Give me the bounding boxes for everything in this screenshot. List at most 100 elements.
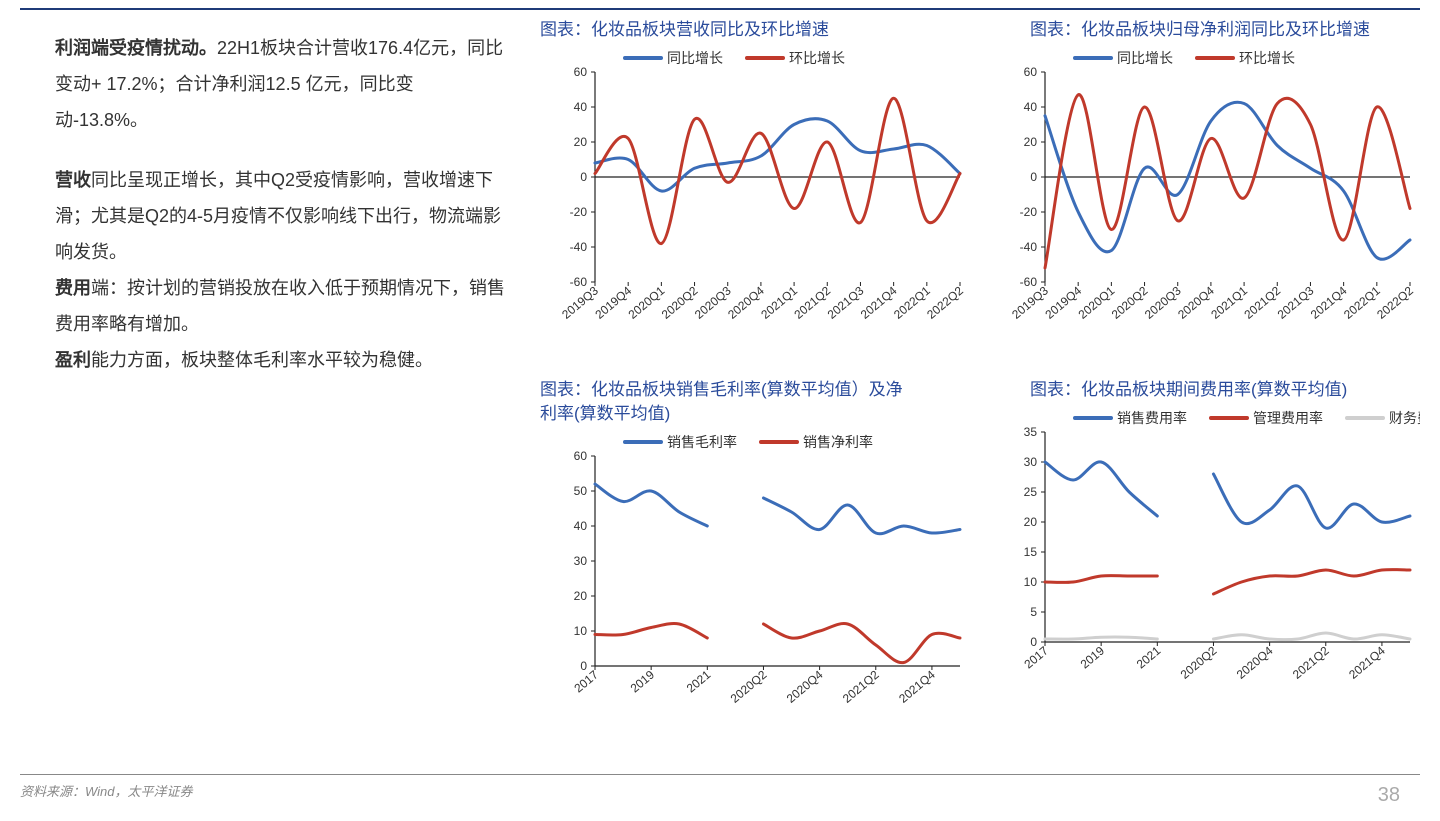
svg-text:2019Q4: 2019Q4 [1042,283,1084,321]
chart-revenue-growth: 图表：化妆品板块营收同比及环比增速 -60-40-2002040602019Q3… [540,18,970,378]
svg-text:2021Q4: 2021Q4 [1308,283,1350,321]
svg-text:30: 30 [574,554,588,568]
svg-text:财务费用率: 财务费用率 [1389,410,1420,426]
svg-text:2019Q4: 2019Q4 [592,283,634,321]
para-4-body: 能力方面，板块整体毛利率水平较为稳健。 [91,350,433,370]
svg-text:10: 10 [1024,575,1038,589]
svg-text:2020Q2: 2020Q2 [728,667,770,705]
para-3: 费用端：按计划的营销投放在收入低于预期情况下，销售费用率略有增加。 [55,270,505,342]
svg-text:管理费用率: 管理费用率 [1253,410,1323,426]
source-text: 资料来源：Wind，太平洋证券 [20,784,193,799]
para-4: 盈利能力方面，板块整体毛利率水平较为稳健。 [55,342,505,378]
para-1-bold: 利润端受疫情扰动。 [55,38,217,58]
svg-text:5: 5 [1030,605,1037,619]
svg-text:35: 35 [1024,425,1038,439]
svg-text:-60: -60 [570,275,588,289]
svg-text:2021Q2: 2021Q2 [1241,283,1283,321]
svg-text:20: 20 [574,589,588,603]
svg-text:环比增长: 环比增长 [1239,50,1295,66]
svg-text:60: 60 [574,449,588,463]
svg-text:40: 40 [1024,100,1038,114]
para-4-bold: 盈利 [55,350,91,370]
svg-text:0: 0 [1030,170,1037,184]
para-3-body: 端：按计划的营销投放在收入低于预期情况下，销售费用率略有增加。 [55,278,505,334]
svg-text:2019Q3: 2019Q3 [559,283,601,321]
svg-text:20: 20 [1024,515,1038,529]
chart-svg: -60-40-2002040602019Q32019Q42020Q12020Q2… [990,42,1420,342]
para-2: 营收同比呈现正增长，其中Q2受疫情影响，营收增速下滑；尤其是Q2的4-5月疫情不… [55,162,505,270]
svg-text:2020Q2: 2020Q2 [659,283,701,321]
svg-text:2017: 2017 [571,667,601,695]
svg-text:2021Q2: 2021Q2 [1290,643,1332,681]
footer: 资料来源：Wind，太平洋证券 [20,774,1420,801]
svg-text:2021Q2: 2021Q2 [791,283,833,321]
svg-text:2017: 2017 [1021,643,1051,671]
svg-text:40: 40 [574,100,588,114]
svg-text:60: 60 [1024,65,1038,79]
svg-text:2022Q2: 2022Q2 [1374,283,1416,321]
svg-text:2020Q2: 2020Q2 [1178,643,1220,681]
para-2-body: 同比呈现正增长，其中Q2受疫情影响，营收增速下滑；尤其是Q2的4-5月疫情不仅影… [55,170,501,262]
svg-text:2021Q2: 2021Q2 [840,667,882,705]
svg-text:销售净利率: 销售净利率 [803,434,873,450]
svg-text:2020Q4: 2020Q4 [784,667,826,705]
para-2-bold: 营收 [55,170,91,190]
svg-text:2020Q4: 2020Q4 [725,283,767,321]
svg-text:30: 30 [1024,455,1038,469]
charts-grid: 图表：化妆品板块营收同比及环比增速 -60-40-2002040602019Q3… [540,18,1420,748]
svg-text:环比增长: 环比增长 [789,50,845,66]
chart-title: 图表：化妆品板块销售毛利率(算数平均值）及净利率(算数平均值) [540,378,910,426]
svg-text:50: 50 [574,484,588,498]
svg-text:2022Q1: 2022Q1 [891,283,933,321]
svg-text:同比增长: 同比增长 [667,50,723,66]
svg-text:-40: -40 [1020,240,1038,254]
svg-text:2019: 2019 [628,667,658,695]
svg-text:销售费用率: 销售费用率 [1117,410,1187,426]
svg-text:-40: -40 [570,240,588,254]
svg-text:2020Q3: 2020Q3 [692,283,734,321]
svg-text:20: 20 [1024,135,1038,149]
chart-expense-ratio: 图表：化妆品板块期间费用率(算数平均值) 0 5 10 15 20 25 30 35 2017 2… [990,378,1420,748]
svg-text:2020Q4: 2020Q4 [1175,283,1217,321]
svg-text:销售毛利率: 销售毛利率 [667,434,737,450]
chart-margin: 图表：化妆品板块销售毛利率(算数平均值）及净利率(算数平均值) 0 10 20 30 4… [540,378,970,748]
chart-title: 图表：化妆品板块归母净利润同比及环比增速 [1030,18,1420,42]
page-number: 38 [1378,784,1400,807]
svg-text:0: 0 [580,659,587,673]
svg-text:-60: -60 [1020,275,1038,289]
chart-svg: 0 5 10 15 20 25 30 35 2017 2019 2021 2020Q2 2020Q4 20… [990,402,1420,702]
svg-text:同比增长: 同比增长 [1117,50,1173,66]
svg-text:0: 0 [1030,635,1037,649]
svg-text:2021Q1: 2021Q1 [1208,283,1250,321]
svg-text:2020Q1: 2020Q1 [626,283,668,321]
svg-text:40: 40 [574,519,588,533]
svg-text:2021Q3: 2021Q3 [825,283,867,321]
chart-profit-growth: 图表：化妆品板块归母净利润同比及环比增速 -60-40-200204060201… [990,18,1420,378]
svg-text:2021: 2021 [684,667,714,695]
svg-text:2020Q1: 2020Q1 [1076,283,1118,321]
spacer [55,138,505,162]
top-rule [20,8,1420,10]
svg-text:2021Q4: 2021Q4 [1346,643,1388,681]
svg-text:2020Q3: 2020Q3 [1142,283,1184,321]
svg-text:2019: 2019 [1078,643,1108,671]
svg-text:25: 25 [1024,485,1038,499]
chart-svg: 0 10 20 30 40 50 60 2017 2019 2021 2020Q2 2020Q4 202… [540,426,970,726]
svg-text:2021Q3: 2021Q3 [1275,283,1317,321]
svg-text:0: 0 [580,170,587,184]
svg-text:2021Q1: 2021Q1 [758,283,800,321]
chart-title: 图表：化妆品板块期间费用率(算数平均值) [1030,378,1420,402]
svg-text:2021: 2021 [1134,643,1164,671]
svg-text:15: 15 [1024,545,1038,559]
svg-text:2020Q4: 2020Q4 [1234,643,1276,681]
para-3-bold: 费用 [55,278,91,298]
svg-text:10: 10 [574,624,588,638]
svg-text:20: 20 [574,135,588,149]
footer-rule [20,774,1420,775]
svg-text:2021Q4: 2021Q4 [858,283,900,321]
svg-text:2022Q2: 2022Q2 [924,283,966,321]
svg-text:2020Q2: 2020Q2 [1109,283,1151,321]
svg-text:2022Q1: 2022Q1 [1341,283,1383,321]
svg-text:60: 60 [574,65,588,79]
svg-text:2019Q3: 2019Q3 [1009,283,1051,321]
